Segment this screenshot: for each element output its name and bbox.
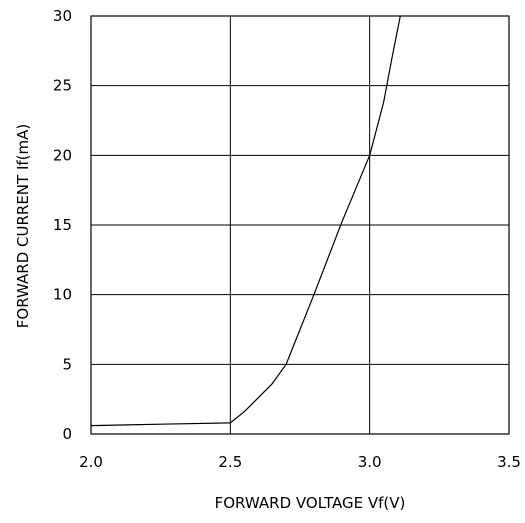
x-tick-labels: 2.0 2.5 3.0 3.5 bbox=[79, 453, 521, 471]
y-tick-label: 30 bbox=[53, 7, 72, 25]
x-tick-label: 2.0 bbox=[79, 453, 103, 471]
plot-frame bbox=[90, 15, 510, 435]
y-tick-label: 15 bbox=[53, 216, 72, 234]
x-tick-label: 3.5 bbox=[497, 453, 521, 471]
x-tick-label: 3.0 bbox=[358, 453, 382, 471]
y-tick-label: 20 bbox=[53, 146, 72, 164]
grid bbox=[91, 16, 509, 434]
x-axis-label: FORWARD VOLTAGE Vf(V) bbox=[215, 494, 406, 512]
series-line bbox=[90, 15, 401, 427]
y-tick-labels: 0 5 10 15 20 25 30 bbox=[53, 7, 72, 443]
y-tick-label: 25 bbox=[53, 77, 72, 95]
y-tick-label: 10 bbox=[53, 286, 72, 304]
x-tick-label: 2.5 bbox=[218, 453, 242, 471]
y-tick-label: 0 bbox=[62, 425, 72, 443]
y-tick-label: 5 bbox=[62, 355, 72, 373]
y-axis-label: FORWARD CURRENT If(mA) bbox=[14, 124, 32, 328]
